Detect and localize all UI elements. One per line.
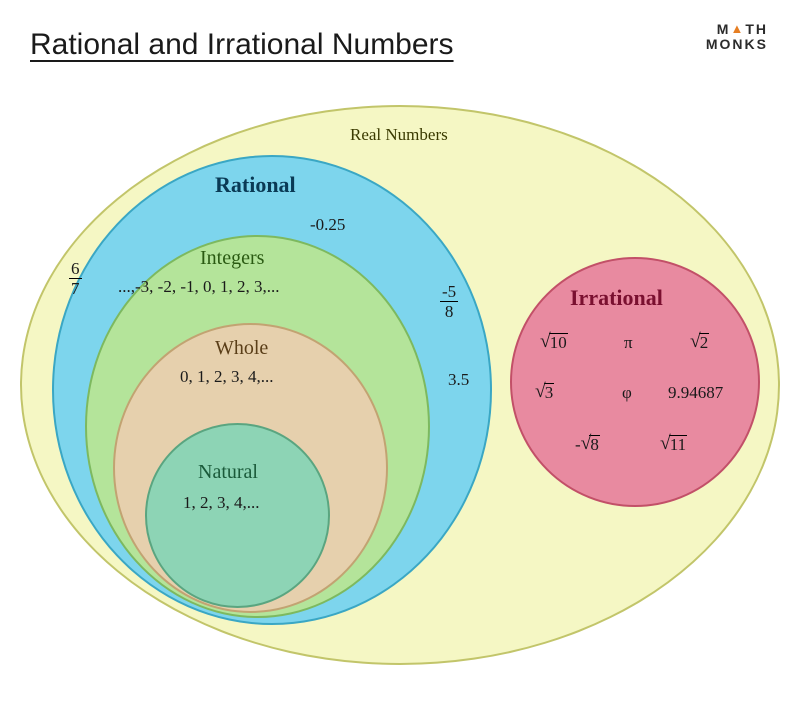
rational-example-35: 3.5 (448, 370, 469, 390)
page-title: Rational and Irrational Numbers (30, 28, 454, 62)
irrational-label: Irrational (570, 285, 663, 311)
integers-examples: ...,-3, -2, -1, 0, 1, 2, 3,... (118, 277, 279, 297)
irrational-example-phi: φ (622, 383, 632, 403)
irrational-example-sqrt11: √11 (660, 435, 687, 455)
rational-example-neg025: -0.25 (310, 215, 345, 235)
rational-example-fracm58: -58 (440, 283, 458, 320)
irrational-example-pi: π (624, 333, 633, 353)
integers-label: Integers (200, 247, 264, 270)
rational-label: Rational (215, 172, 296, 198)
logo-triangle-icon: ▲ (730, 21, 745, 36)
irrational-example-994687: 9.94687 (668, 383, 723, 403)
logo: M▲TH MONKS (706, 22, 768, 53)
irrational-example-sqrt2: √2 (690, 333, 709, 353)
irrational-example-negsqrt8: -√8 (575, 435, 600, 455)
whole-label: Whole (215, 337, 268, 360)
natural-examples: 1, 2, 3, 4,... (183, 493, 260, 513)
natural-circle (145, 423, 330, 608)
whole-examples: 0, 1, 2, 3, 4,... (180, 367, 274, 387)
logo-line1: M▲TH (706, 22, 768, 37)
rational-example-frac67: 67 (69, 260, 82, 297)
natural-label: Natural (198, 461, 258, 484)
irrational-example-sqrt10: √10 (540, 333, 568, 353)
real-numbers-label: Real Numbers (350, 125, 448, 145)
irrational-example-sqrt3: √3 (535, 383, 554, 403)
number-sets-diagram: Real Numbers Rational -0.25 67 -58 3.5 I… (20, 85, 780, 685)
logo-line2: MONKS (706, 37, 768, 52)
